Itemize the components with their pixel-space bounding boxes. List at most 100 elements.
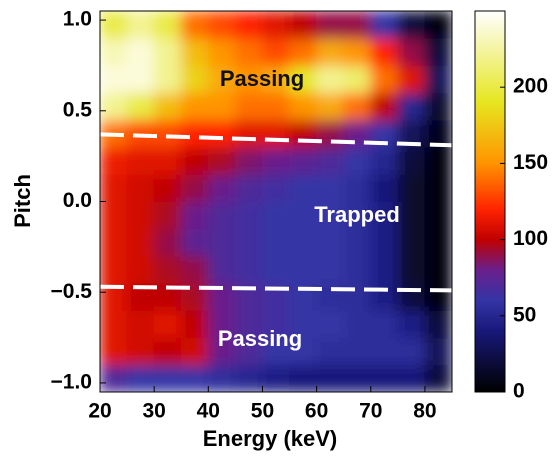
heat-cell: [100, 337, 128, 366]
heat-cell: [261, 201, 291, 230]
heat-cell: [343, 282, 372, 311]
heat-cell: [100, 201, 128, 230]
heat-cell: [397, 228, 426, 257]
heat-cell: [153, 228, 182, 257]
x-tick-label: 20: [88, 400, 111, 423]
heat-cell: [126, 309, 155, 339]
heat-cell: [397, 364, 426, 392]
heat-cell: [180, 255, 209, 284]
heat-cell: [126, 364, 155, 392]
heat-cell: [180, 201, 209, 230]
heat-cell: [289, 64, 318, 94]
heat-cell: [370, 337, 399, 366]
heat-cell: [424, 337, 452, 366]
heat-cell: [424, 309, 452, 339]
heat-cell: [316, 37, 345, 66]
heat-cell: [397, 282, 426, 311]
heat-cell: [370, 92, 399, 121]
heat-cell: [370, 37, 399, 66]
heat-cell: [234, 228, 263, 257]
heat-cell: [100, 92, 128, 121]
heat-cell: [234, 255, 263, 284]
heat-cell: [370, 173, 399, 202]
heat-cell: [234, 37, 263, 66]
colorbar-tick-label: 0: [513, 380, 525, 403]
heat-cell: [316, 364, 345, 392]
heat-cell: [100, 309, 128, 339]
heat-cell: [234, 201, 263, 230]
heat-cell: [397, 37, 426, 66]
heat-cell: [261, 37, 291, 66]
heat-cell: [180, 228, 209, 257]
heat-cell: [100, 364, 128, 392]
heat-cell: [289, 119, 318, 148]
heat-cell: [343, 309, 372, 339]
heat-cell: [261, 173, 291, 202]
heat-cell: [153, 309, 182, 339]
heat-cell: [126, 64, 155, 94]
heat-cell: [234, 309, 263, 339]
heat-cell: [153, 119, 182, 148]
heat-cell: [343, 64, 372, 94]
heat-cell: [261, 11, 291, 39]
heat-cell: [316, 64, 345, 94]
heat-cell: [261, 92, 291, 121]
heat-cell: [316, 228, 345, 257]
heat-cell: [343, 92, 372, 121]
heat-cell: [100, 37, 128, 66]
heat-cell: [207, 119, 236, 148]
x-tick-label: 70: [359, 400, 382, 423]
heat-cell: [316, 11, 345, 39]
heat-cell: [343, 364, 372, 392]
heat-cell: [207, 364, 236, 392]
heat-cell: [343, 228, 372, 257]
heat-cell: [316, 309, 345, 339]
heat-cell: [126, 337, 155, 366]
heat-cell: [153, 364, 182, 392]
heat-cell: [370, 146, 399, 175]
heat-cell: [370, 201, 399, 230]
heat-cell: [289, 309, 318, 339]
heat-cell: [261, 309, 291, 339]
heat-cell: [126, 37, 155, 66]
heat-cell: [207, 92, 236, 121]
heat-cell: [100, 64, 128, 94]
heat-cell: [397, 146, 426, 175]
heat-cell: [153, 173, 182, 202]
heat-cell: [370, 282, 399, 311]
colorbar-tick-label: 100: [513, 227, 548, 250]
heat-cell: [424, 228, 452, 257]
heat-cell: [370, 364, 399, 392]
heat-cell: [180, 146, 209, 175]
heat-cell: [316, 201, 345, 230]
heat-cell: [100, 173, 128, 202]
heat-cell: [424, 146, 452, 175]
heat-cell: [397, 11, 426, 39]
heat-cell: [289, 337, 318, 366]
heat-cell: [397, 337, 426, 366]
heat-cell: [234, 11, 263, 39]
heat-cell: [289, 364, 318, 392]
heat-cell: [153, 255, 182, 284]
heat-cell: [343, 337, 372, 366]
heat-cell: [234, 92, 263, 121]
y-tick-label: 1.0: [63, 8, 92, 31]
heat-cell: [370, 11, 399, 39]
heat-cell: [180, 92, 209, 121]
heat-cell: [424, 92, 452, 121]
heat-cell: [343, 173, 372, 202]
heat-cell: [126, 201, 155, 230]
heat-cell: [180, 64, 209, 94]
heat-cell: [153, 92, 182, 121]
heat-cell: [100, 255, 128, 284]
heat-cell: [126, 92, 155, 121]
x-tick-label: 30: [142, 400, 165, 423]
heat-cell: [397, 255, 426, 284]
heat-cell: [126, 146, 155, 175]
heat-cell: [234, 173, 263, 202]
heat-cell: [370, 64, 399, 94]
heat-cell: [343, 11, 372, 39]
heat-cell: [316, 282, 345, 311]
heat-cell: [289, 11, 318, 39]
